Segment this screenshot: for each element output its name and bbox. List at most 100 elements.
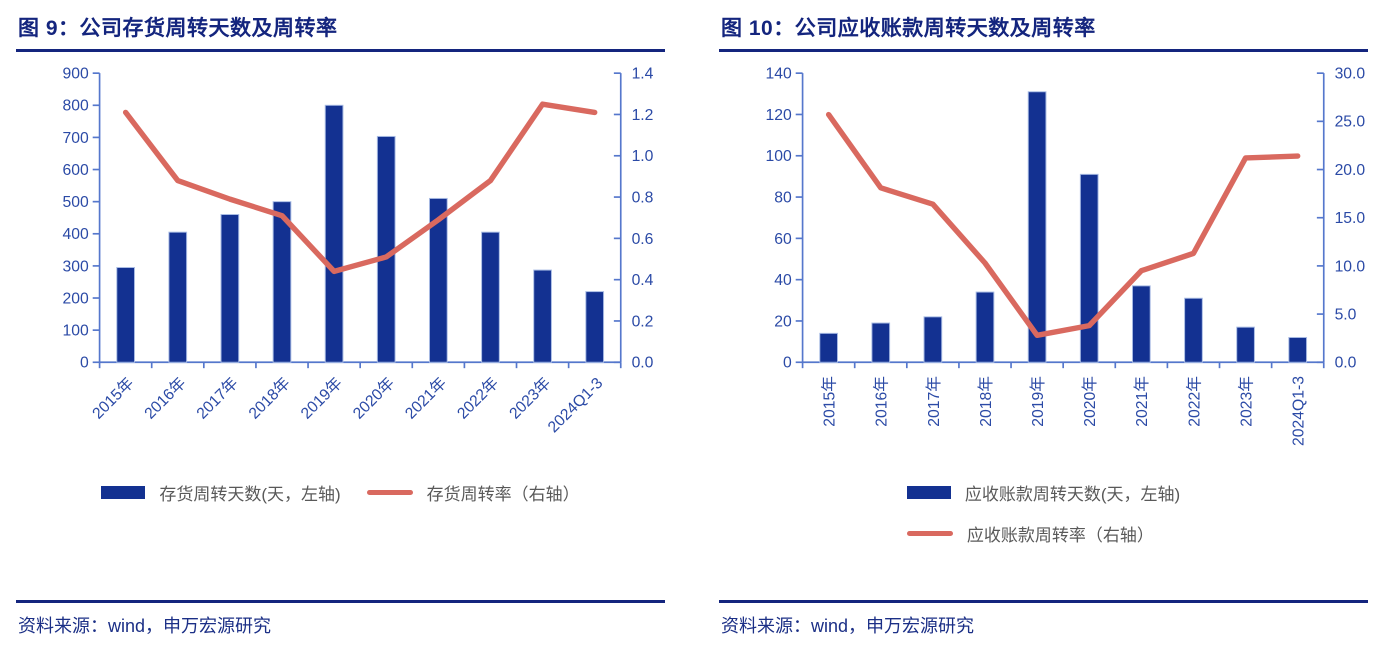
bar-2018年 [272,201,292,363]
bar-2019年 [1027,91,1047,363]
legend-label: 存货周转率（右轴） [426,485,580,504]
x-axis-label: 2019年 [297,374,346,423]
left-axis-label: 900 [63,66,89,83]
bar-2024Q1-3 [585,291,605,363]
bar-2021年 [1131,285,1151,363]
legend-bar-swatch [906,486,951,499]
x-axis-label: 2017年 [193,374,242,423]
bar-2019年 [324,104,344,363]
x-axis-label: 2023年 [1237,376,1255,427]
right-axis-label: 0.0 [1335,355,1357,372]
left-axis-label: 800 [63,98,89,115]
bar-2022年 [1184,297,1203,363]
x-axis-label: 2022年 [1185,376,1203,427]
legend-item: 应收账款周转率（右轴） [906,521,1154,546]
x-axis-label: 2016年 [873,376,891,427]
right-axis-label: 30.0 [1335,66,1366,83]
right-axis-label: 0.2 [632,313,654,330]
left-axis-label: 20 [774,313,792,330]
x-axis-label: 2018年 [245,374,294,423]
figure-10-footer: 资料来源：wind，申万宏源研究 [719,600,1368,652]
bar-2023年 [533,269,552,363]
right-axis-label: 1.2 [632,107,654,124]
bar-2015年 [819,332,838,363]
right-axis-label: 10.0 [1335,258,1366,275]
legend-item: 应收账款周转天数(天，左轴) [906,480,1181,505]
receivables-turnover-chart: 140 120 100 80 60 40 20 0 30.0 25.0 20.0 15.0 10.0 5.… [766,66,1366,446]
left-axis-label: 40 [774,272,792,289]
figure-9-legend: 存货周转天数(天，左轴) 存货周转率（右轴） [16,480,665,505]
x-axis-label: 2021年 [1133,376,1151,427]
right-axis-label: 20.0 [1335,162,1366,179]
left-axis-label: 80 [774,189,792,206]
figure-10-panel: 图 10：公司应收账款周转天数及周转率 140 120 100 80 60 40 20 0 30… [719,0,1368,652]
x-axis-label: 2021年 [401,374,450,423]
left-axis-label: 200 [63,290,89,307]
x-axis-label: 2017年 [925,376,943,427]
divider [16,600,665,603]
bar-2020年 [1079,173,1099,363]
bar-2018年 [975,291,995,363]
bar-2017年 [220,214,240,363]
bar-2024Q1-3 [1288,336,1308,363]
x-axis-label: 2019年 [1029,376,1047,427]
x-axis-label: 2022年 [454,374,503,423]
source-text: 资料来源：wind，申万宏源研究 [18,616,272,636]
figure-9-title: 图 9：公司存货周转天数及周转率 [16,0,665,52]
x-axis-label: 2020年 [1081,376,1099,427]
left-axis-label: 100 [63,323,89,340]
left-axis-label: 400 [63,226,89,243]
source-text: 资料来源：wind，申万宏源研究 [721,616,975,636]
x-axis-label: 2020年 [349,374,398,423]
right-axis-label: 0.0 [632,355,654,372]
legend-label: 应收账款周转率（右轴） [966,526,1154,545]
line-series [825,111,1301,338]
figure-9-footer: 资料来源：wind，申万宏源研究 [16,600,665,652]
legend-item: 存货周转天数(天，左轴) [101,480,341,505]
x-axis-label: 2023年 [506,374,555,423]
right-axis-label: 15.0 [1335,210,1366,227]
legend-label: 存货周转天数(天，左轴) [159,485,341,504]
figure-10-title: 图 10：公司应收账款周转天数及周转率 [719,0,1368,52]
left-axis-label: 0 [783,355,792,372]
left-axis-label: 700 [63,130,89,147]
left-axis-label: 140 [766,66,792,83]
x-axis-label: 2015年 [821,376,839,427]
left-axis-label: 500 [63,194,89,211]
x-axis-label: 2024Q1-3 [545,375,607,437]
left-axis-label: 300 [63,258,89,275]
right-axis-label: 1.4 [632,66,654,83]
x-axis-label: 2024Q1-3 [1291,376,1308,446]
legend-bar-swatch [101,486,146,499]
bar-2022年 [481,231,500,363]
right-axis-label: 0.8 [632,189,654,206]
left-axis-label: 120 [766,107,792,124]
bar-2015年 [116,267,135,363]
inventory-turnover-chart: 900 800 700 600 500 400 300 200 100 0 1.4 1.2 1.0 0.8… [63,66,654,437]
bar-2016年 [168,231,188,363]
right-axis-label: 0.4 [632,272,654,289]
x-axis-label: 2015年 [89,374,138,423]
legend-item: 存货周转率（右轴） [366,480,580,505]
legend-line-swatch [366,490,413,495]
line-series [122,101,598,275]
bar-2016年 [871,322,891,363]
x-axis-label: 2016年 [141,374,190,423]
legend-line-swatch [906,531,953,536]
x-axis-label: 2018年 [977,376,995,427]
left-axis-label: 0 [80,355,89,372]
legend-label: 应收账款周转天数(天，左轴) [964,485,1181,504]
right-axis-label: 0.6 [632,231,654,248]
left-axis-label: 600 [63,162,89,179]
right-axis-label: 25.0 [1335,114,1366,131]
divider [719,600,1368,603]
bar-2021年 [428,197,448,363]
right-axis-label: 5.0 [1335,306,1357,323]
figure-9-panel: 图 9：公司存货周转天数及周转率 900 800 700 600 500 400 300 20… [16,0,665,652]
bar-2017年 [923,316,943,363]
left-axis-label: 100 [766,148,792,165]
right-axis-label: 1.0 [632,148,654,165]
bar-2023年 [1236,326,1255,363]
left-axis-label: 60 [774,231,792,248]
figure-10-legend: 应收账款周转天数(天，左轴) 应收账款周转率（右轴） [906,480,1181,546]
